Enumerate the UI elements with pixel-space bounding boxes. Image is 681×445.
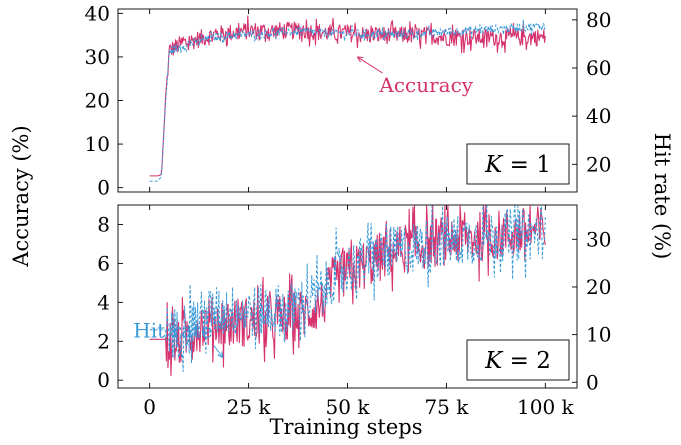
x-tick-label: 25 k (227, 395, 272, 419)
y-tick-label-left: 0 (97, 176, 110, 200)
y-tick-label-right: 80 (586, 8, 611, 32)
y-tick-label-right: 20 (586, 275, 611, 299)
x-tick-label: 0 (143, 395, 156, 419)
annotation-arrowhead (217, 351, 224, 358)
y-tick-label-right: 10 (586, 323, 611, 347)
annotation-label: Hit rate (133, 319, 213, 343)
y-tick-label-right: 20 (586, 152, 611, 176)
y-tick-label-right: 0 (586, 370, 599, 394)
y-tick-label-right: 60 (586, 56, 611, 80)
annotation-arrowhead (356, 56, 364, 63)
y-tick-label-left: 0 (97, 368, 110, 392)
k-label: K = 1 (484, 152, 551, 178)
series-line-hit-rate (149, 19, 546, 182)
y-tick-label-left: 2 (97, 329, 110, 353)
annotation-label: Accuracy (378, 73, 473, 97)
y-tick-label-left: 4 (97, 290, 110, 314)
annotation-arrow (357, 56, 383, 74)
k-label-box (466, 339, 570, 381)
k-label: K = 2 (484, 348, 551, 374)
x-tick-label: 75 k (424, 395, 469, 419)
y-axis-label-left: Accuracy (%) (9, 125, 33, 267)
x-tick-label: 50 k (326, 395, 371, 419)
y-tick-label-right: 40 (586, 104, 611, 128)
y-tick-label-left: 8 (97, 212, 110, 236)
y-tick-label-left: 30 (85, 45, 110, 69)
panel-top: 0 10 20 30 40 20 40 60 80 K = 1 Accuracy (85, 1, 612, 199)
series-line-hit-rate (149, 205, 546, 373)
x-tick-label: 100 k (517, 395, 575, 419)
annotation-arrow (213, 345, 224, 358)
y-axis-label-right: Training steps (269, 415, 422, 439)
y-tick-label-right: 30 (586, 227, 611, 251)
series-line-accuracy (149, 205, 546, 377)
y-tick-label-left: 6 (97, 251, 110, 275)
k-label-box (466, 143, 570, 185)
panel-bottom: 0 2 4 6 8 0 10 20 30 0 25 k 50 k 75 k 100 k K = 2 Hit r… (97, 204, 611, 419)
y-axis-label-right-text: Hit rate (%) (650, 133, 674, 260)
series-line-accuracy (149, 15, 546, 177)
y-tick-label-left: 10 (85, 132, 110, 156)
y-tick-label-left: 20 (85, 89, 110, 113)
y-tick-label-left: 40 (85, 1, 110, 25)
